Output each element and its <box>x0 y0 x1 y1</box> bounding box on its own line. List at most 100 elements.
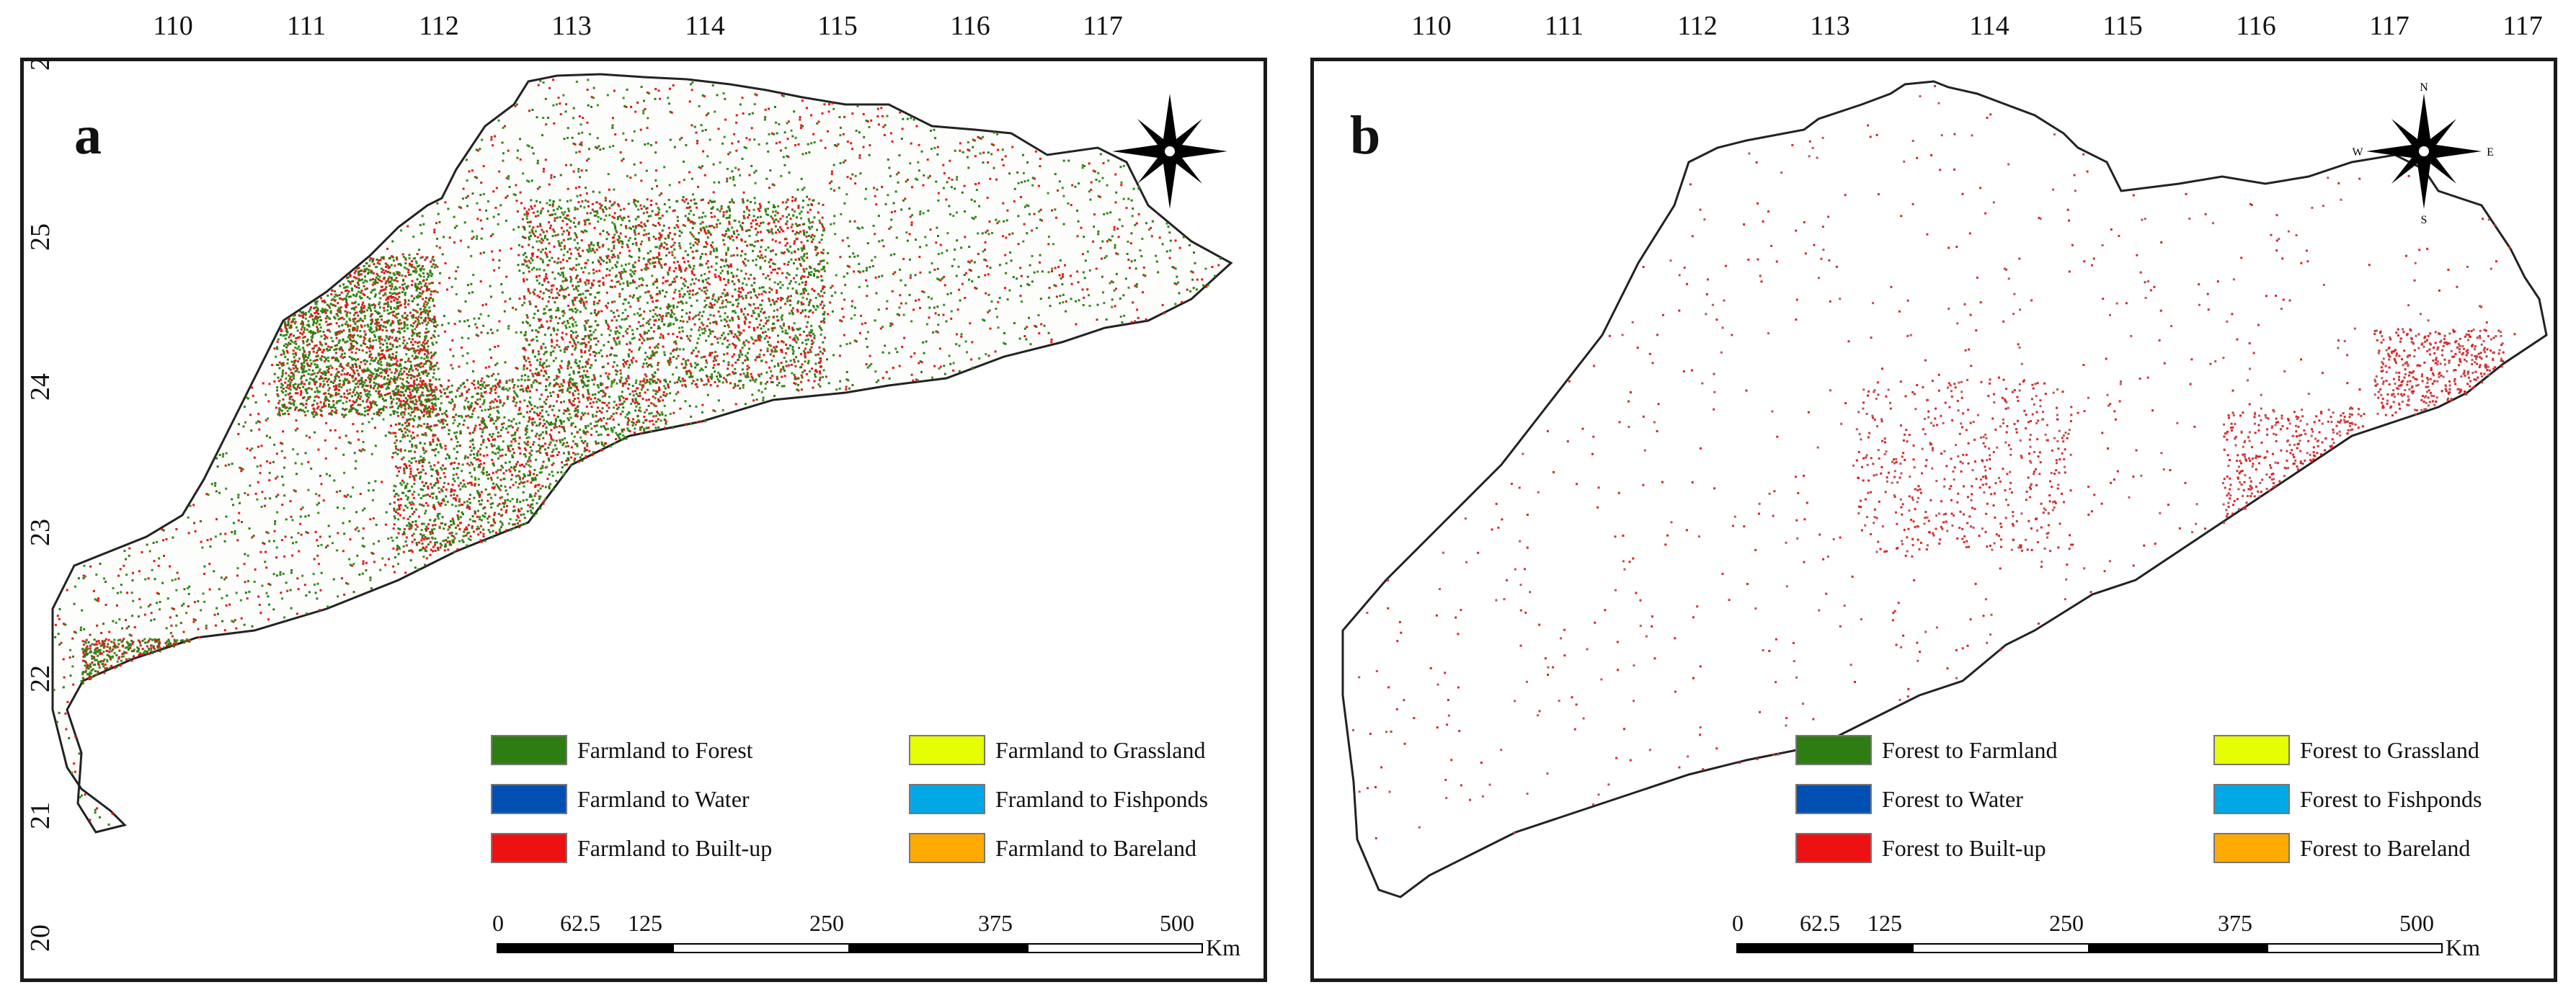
change-pixel <box>786 287 789 290</box>
change-pixel <box>715 323 718 325</box>
change-pixel <box>846 264 849 267</box>
change-pixel <box>506 504 508 507</box>
change-pixel <box>192 620 195 623</box>
change-pixel <box>641 384 644 387</box>
change-pixel <box>357 282 359 284</box>
change-pixel <box>216 465 219 468</box>
change-pixel <box>391 363 394 366</box>
change-pixel <box>347 582 350 585</box>
change-pixel <box>956 239 959 242</box>
change-pixel <box>572 310 574 313</box>
change-pixel <box>425 282 427 285</box>
change-pixel <box>731 200 734 203</box>
change-pixel <box>214 535 217 538</box>
change-pixel <box>639 383 641 385</box>
change-pixel <box>728 343 731 346</box>
change-pixel <box>397 512 399 515</box>
change-pixel <box>567 451 570 453</box>
change-pixel <box>368 303 370 305</box>
change-pixel <box>1134 285 1137 287</box>
change-pixel <box>560 248 563 251</box>
change-pixel <box>89 647 92 650</box>
change-pixel <box>830 187 832 190</box>
change-pixel <box>733 133 736 135</box>
change-pixel <box>396 563 399 566</box>
change-pixel <box>298 345 300 348</box>
change-pixel <box>290 326 293 329</box>
change-pixel <box>803 275 806 278</box>
change-pixel <box>727 294 729 297</box>
change-pixel <box>572 117 574 120</box>
change-pixel <box>523 355 526 358</box>
change-pixel <box>876 107 879 110</box>
change-pixel <box>466 406 469 409</box>
change-pixel <box>399 393 401 396</box>
change-pixel <box>403 321 406 324</box>
change-pixel <box>468 531 471 534</box>
change-pixel <box>293 489 296 492</box>
change-pixel <box>910 320 913 323</box>
change-pixel <box>658 194 661 197</box>
change-pixel <box>389 414 392 416</box>
change-pixel <box>427 312 430 315</box>
change-pixel <box>526 179 529 182</box>
change-pixel <box>412 512 414 515</box>
change-pixel <box>455 527 457 529</box>
change-pixel <box>598 352 600 354</box>
change-pixel <box>797 300 800 303</box>
change-pixel <box>515 200 518 202</box>
change-pixel <box>528 324 531 327</box>
change-pixel <box>654 319 657 322</box>
change-pixel <box>301 322 304 324</box>
change-pixel <box>394 339 396 342</box>
change-pixel <box>312 331 315 334</box>
change-pixel <box>974 286 977 289</box>
change-pixel <box>678 376 680 379</box>
change-pixel <box>416 287 419 290</box>
change-pixel <box>438 487 440 489</box>
change-pixel <box>802 303 805 305</box>
change-pixel <box>982 318 985 321</box>
change-pixel <box>700 367 703 370</box>
change-pixel <box>399 344 401 347</box>
change-pixel <box>313 347 315 349</box>
change-pixel <box>265 592 268 594</box>
change-pixel <box>368 356 371 358</box>
change-pixel <box>532 349 535 352</box>
change-pixel <box>422 387 425 390</box>
change-pixel <box>681 384 684 387</box>
change-pixel <box>658 217 661 220</box>
change-pixel <box>453 241 456 244</box>
change-pixel <box>649 215 652 218</box>
change-pixel <box>723 318 726 321</box>
change-pixel <box>581 375 584 378</box>
change-pixel <box>598 145 600 148</box>
change-pixel <box>587 375 590 378</box>
change-pixel <box>652 316 654 318</box>
change-pixel <box>421 371 424 373</box>
change-pixel <box>555 103 558 106</box>
change-pixel <box>598 285 601 287</box>
change-pixel <box>468 506 471 509</box>
change-pixel <box>570 329 573 332</box>
change-pixel <box>322 380 325 383</box>
change-pixel <box>156 646 159 649</box>
change-pixel <box>553 378 556 381</box>
change-pixel <box>1001 159 1004 161</box>
change-pixel <box>994 350 997 353</box>
change-pixel <box>715 321 718 324</box>
change-pixel <box>1092 240 1095 243</box>
change-pixel <box>376 320 378 323</box>
change-pixel <box>359 493 362 495</box>
change-pixel <box>308 383 311 385</box>
change-pixel <box>478 527 481 530</box>
change-pixel <box>559 199 561 202</box>
change-pixel <box>483 422 486 425</box>
change-pixel <box>1111 305 1114 308</box>
change-pixel <box>427 494 430 496</box>
change-pixel <box>331 357 334 360</box>
change-pixel <box>1155 260 1158 263</box>
change-pixel <box>795 356 798 359</box>
change-pixel <box>402 550 405 553</box>
change-pixel <box>390 264 393 267</box>
